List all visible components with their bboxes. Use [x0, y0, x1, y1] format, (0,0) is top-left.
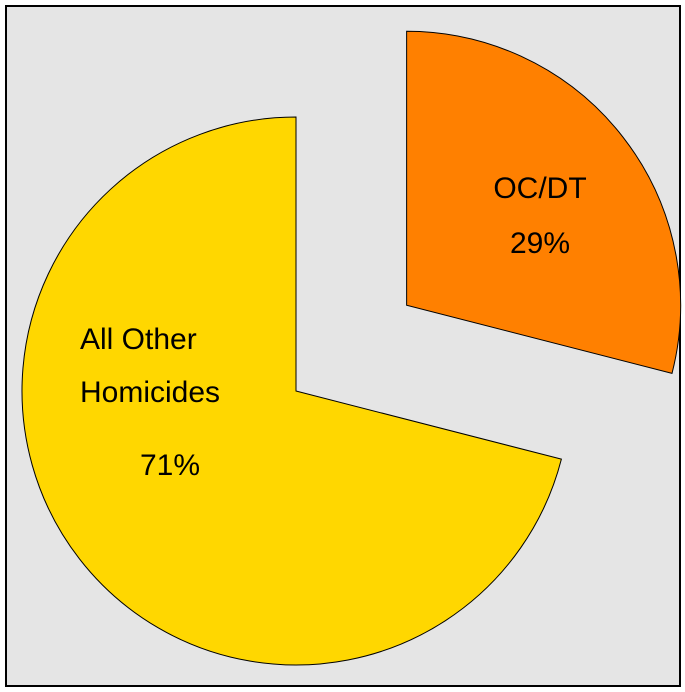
slice-label: All Other Homicides [80, 323, 221, 409]
slice-label: OC/DT [493, 172, 587, 205]
pie-slice [406, 30, 682, 374]
value-label: 29% [509, 227, 571, 260]
value-label: 71% [139, 449, 201, 482]
pie-slice [21, 116, 563, 666]
